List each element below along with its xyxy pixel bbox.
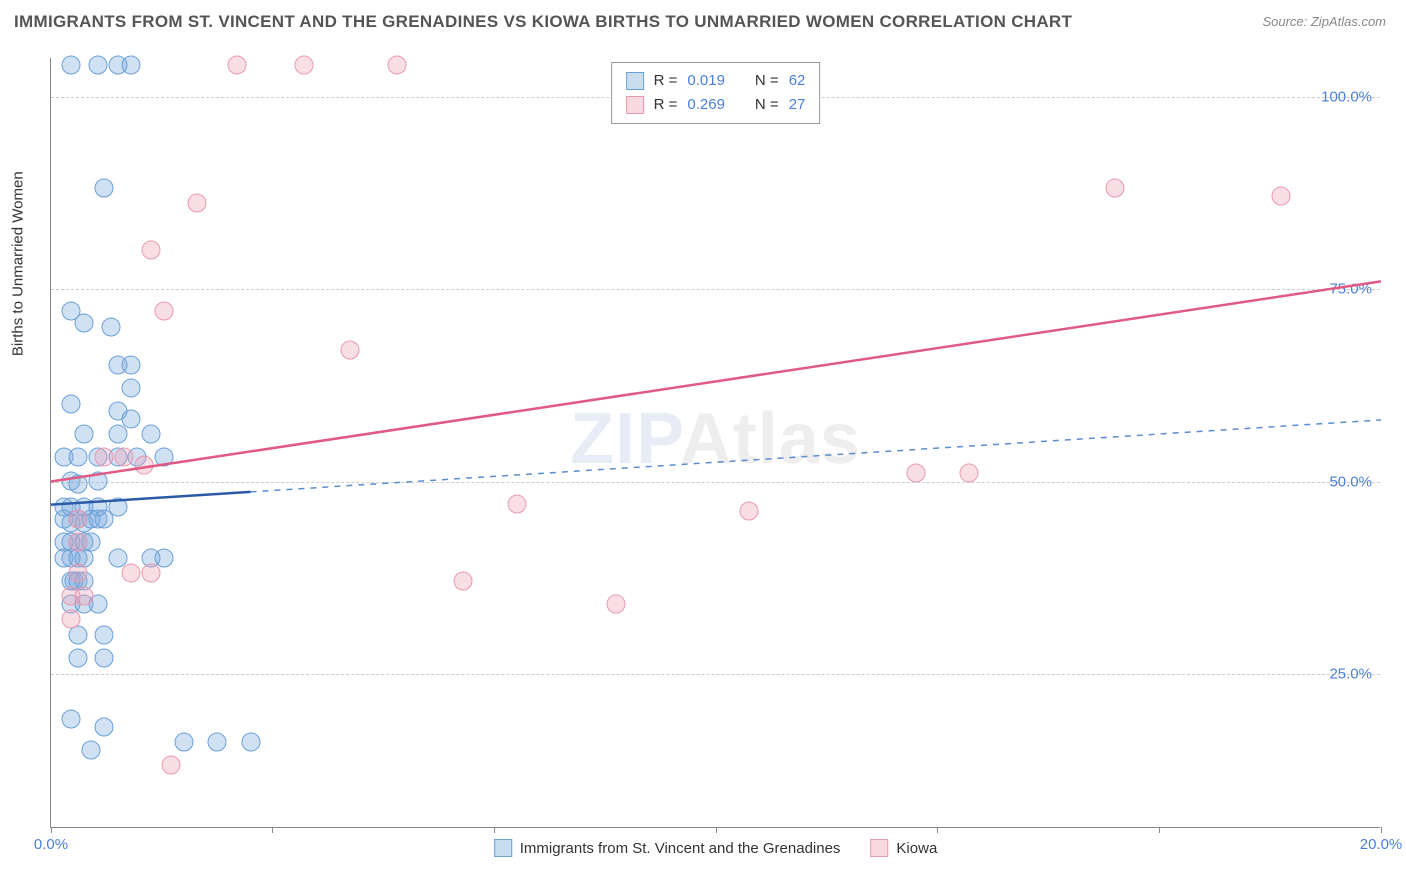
scatter-point [121,55,140,74]
scatter-point [341,340,360,359]
scatter-point [95,448,114,467]
scatter-point [141,563,160,582]
scatter-point [135,456,154,475]
y-tick-label: 100.0% [1321,88,1372,105]
scatter-point [108,425,127,444]
scatter-point [95,178,114,197]
scatter-point [155,548,174,567]
scatter-point [454,571,473,590]
legend-stats: R = 0.019 N = 62 R = 0.269 N = 27 [611,62,821,124]
chart-title: IMMIGRANTS FROM ST. VINCENT AND THE GREN… [14,12,1072,32]
scatter-point [88,471,107,490]
scatter-point [61,710,80,729]
x-tick-label: 20.0% [1360,836,1403,853]
legend-item-a: Immigrants from St. Vincent and the Gren… [494,839,841,857]
scatter-point [155,302,174,321]
y-tick-label: 75.0% [1329,281,1372,298]
scatter-point [607,594,626,613]
scatter-point [141,240,160,259]
legend-item-b: Kiowa [870,839,937,857]
scatter-point [241,733,260,752]
y-tick-label: 25.0% [1329,666,1372,683]
scatter-point [175,733,194,752]
legend-stats-row-a: R = 0.019 N = 62 [626,69,806,93]
x-tick-label: 0.0% [34,836,68,853]
scatter-chart: ZIPAtlas 25.0%50.0%75.0%100.0%0.0%20.0% … [50,58,1380,828]
scatter-point [68,533,87,552]
scatter-point [1106,178,1125,197]
y-axis-label: Births to Unmarried Women [10,171,27,356]
scatter-point [95,717,114,736]
swatch-series-b [626,96,644,114]
scatter-point [121,356,140,375]
scatter-point [121,379,140,398]
scatter-point [75,425,94,444]
scatter-point [75,587,94,606]
scatter-point [95,648,114,667]
scatter-point [507,494,526,513]
scatter-point [906,463,925,482]
swatch-series-b [870,839,888,857]
legend-stats-row-b: R = 0.269 N = 27 [626,93,806,117]
scatter-point [68,563,87,582]
scatter-point [75,313,94,332]
legend-series: Immigrants from St. Vincent and the Gren… [494,839,938,857]
swatch-series-a [494,839,512,857]
scatter-point [101,317,120,336]
scatter-point [1272,186,1291,205]
scatter-point [121,563,140,582]
scatter-point [61,610,80,629]
scatter-point [387,55,406,74]
scatter-point [61,394,80,413]
scatter-point [188,194,207,213]
scatter-point [208,733,227,752]
y-tick-label: 50.0% [1329,473,1372,490]
scatter-point [68,510,87,529]
scatter-point [108,548,127,567]
scatter-point [68,648,87,667]
scatter-point [228,55,247,74]
scatter-point [155,448,174,467]
scatter-point [95,510,114,529]
trend-lines [51,58,1381,828]
watermark-text: ZIPAtlas [570,397,861,479]
scatter-point [740,502,759,521]
scatter-point [95,625,114,644]
scatter-point [61,55,80,74]
scatter-point [68,448,87,467]
scatter-point [141,425,160,444]
scatter-point [161,756,180,775]
scatter-point [115,448,134,467]
swatch-series-a [626,72,644,90]
scatter-point [68,475,87,494]
scatter-point [81,741,100,760]
scatter-point [294,55,313,74]
scatter-point [88,55,107,74]
source-credit: Source: ZipAtlas.com [1262,14,1386,29]
scatter-point [121,409,140,428]
scatter-point [959,463,978,482]
